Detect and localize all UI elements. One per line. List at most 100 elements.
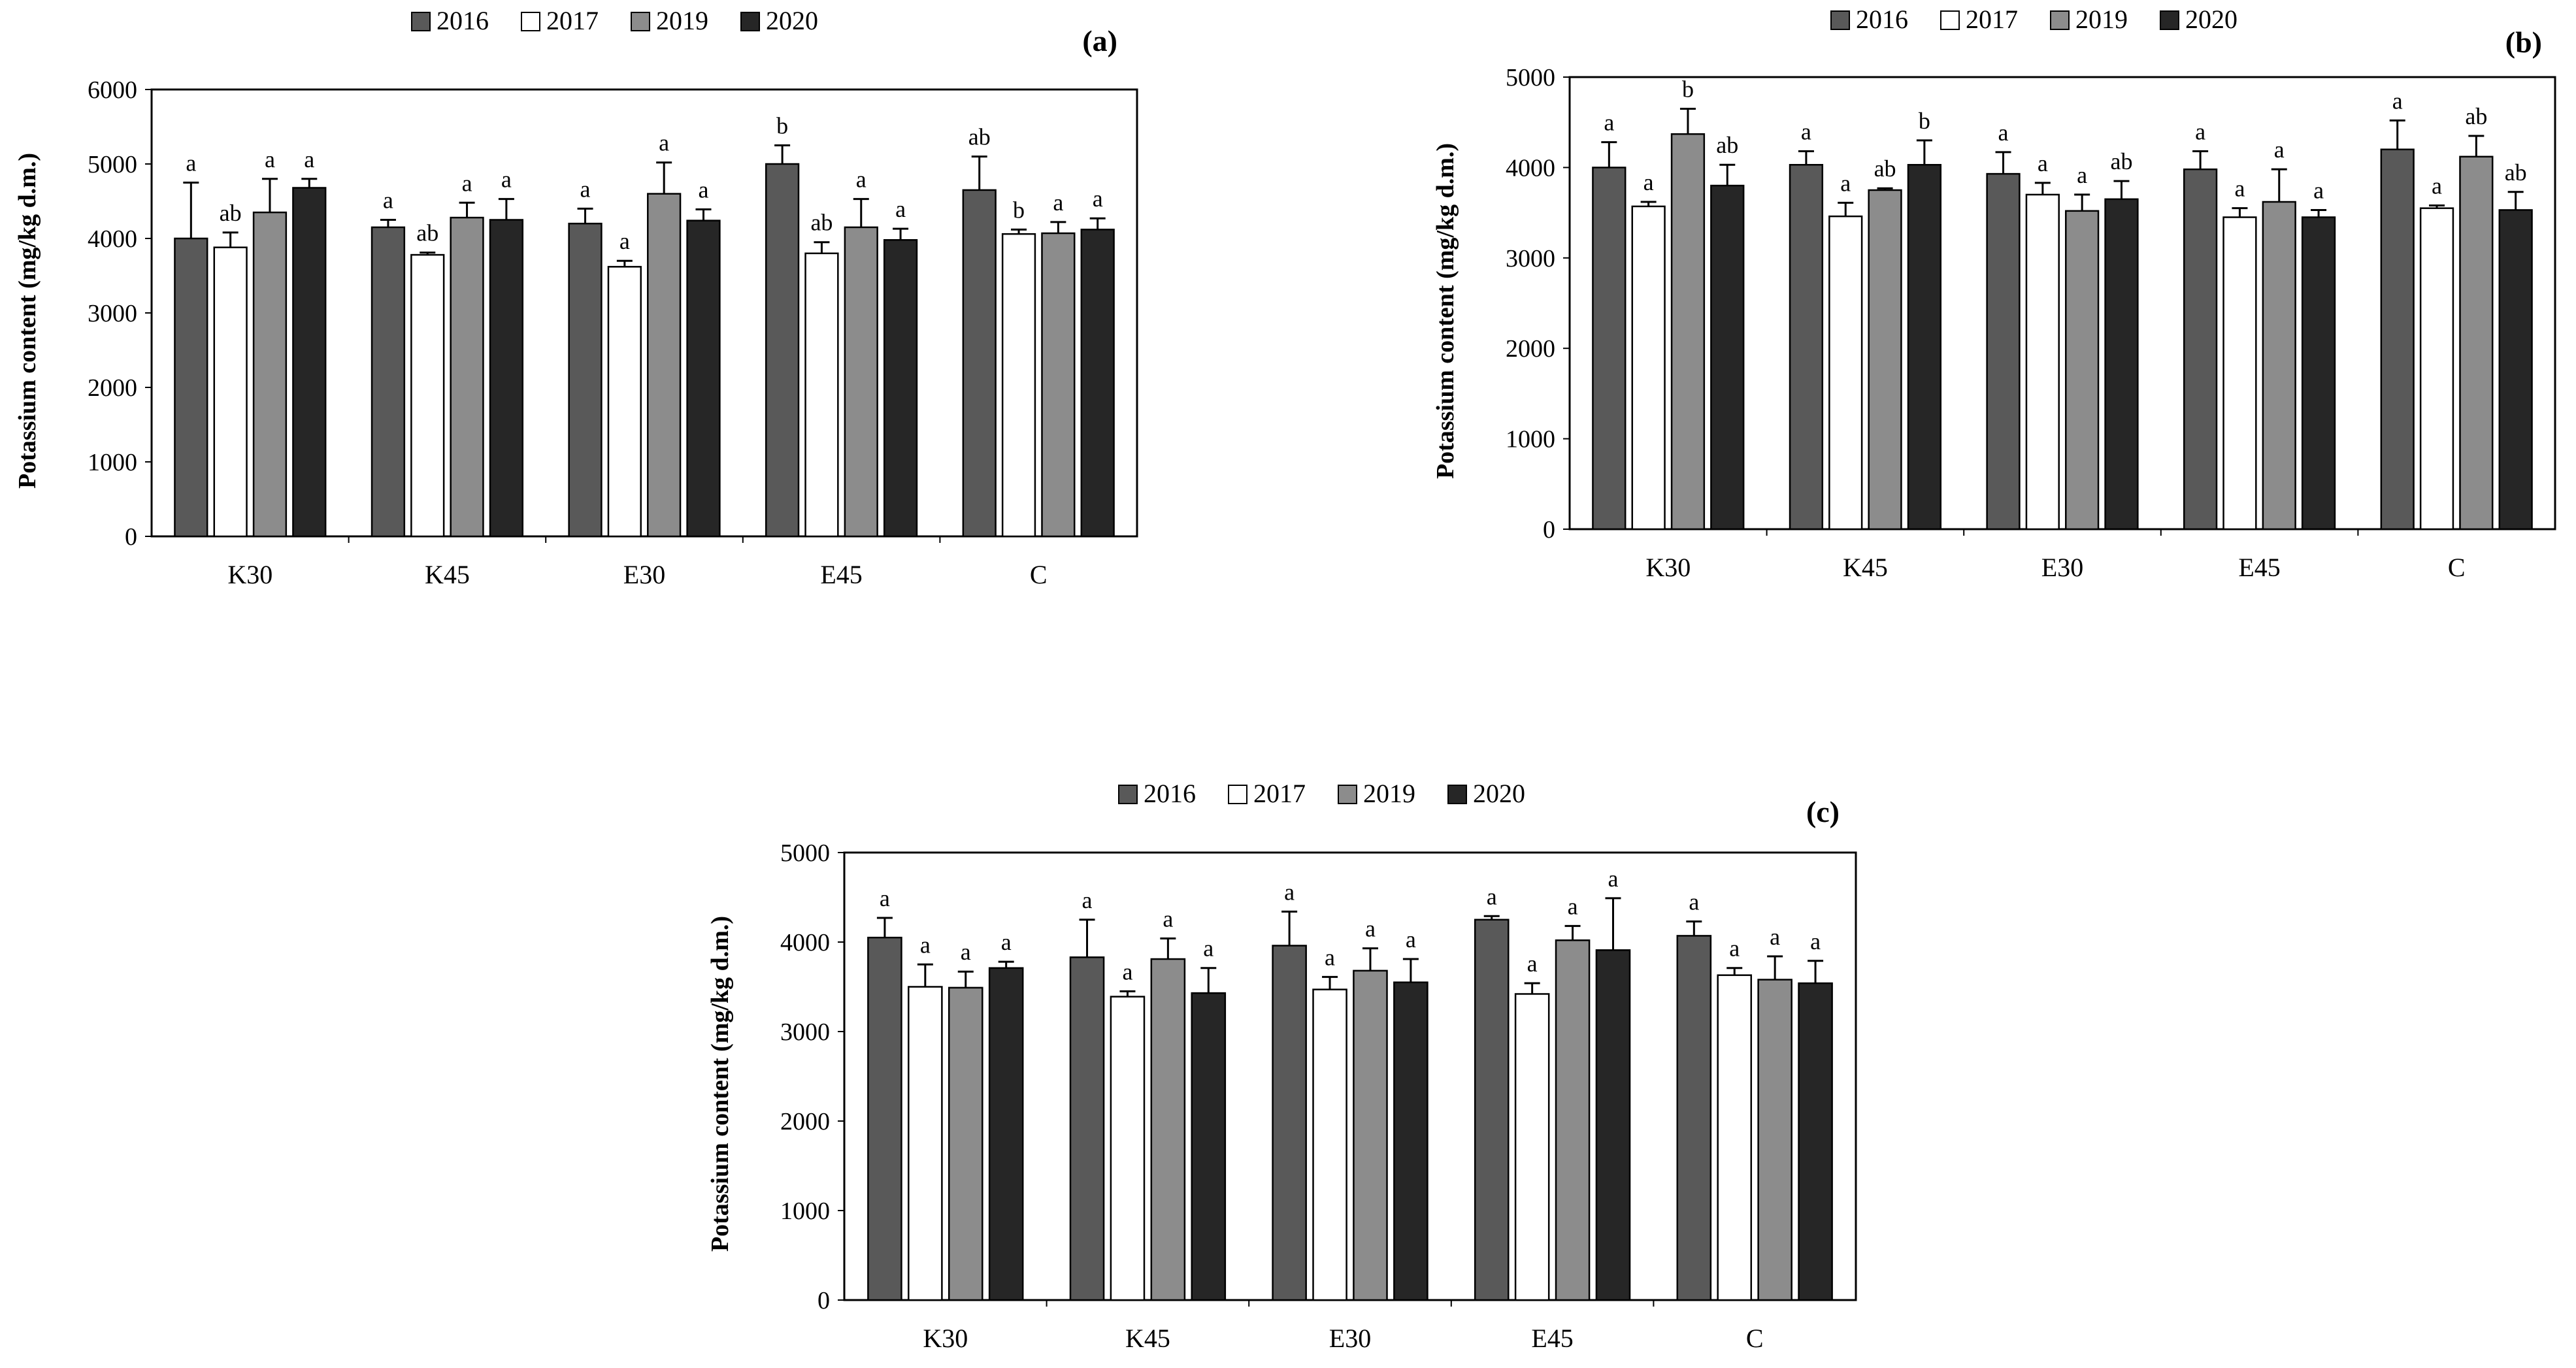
significance-letter: ab [1874,155,1896,182]
bar-2016-K45 [371,226,406,538]
bar-2016-K30 [1592,167,1627,530]
significance-letter: a [880,885,890,911]
y-tick-label: 2000 [88,374,137,402]
panel-title: (b) [2505,25,2542,59]
significance-letter: a [1365,916,1376,942]
significance-letter: a [462,170,472,196]
significance-letter: a [1770,924,1780,950]
panel-title: (a) [1082,24,1117,57]
x-tick-label: K45 [1843,553,1888,582]
significance-letter: ab [810,210,833,236]
significance-letter: b [1013,197,1025,223]
bar-2017-K45 [1110,996,1146,1301]
significance-letter: b [776,113,788,139]
y-tick-label: 2000 [1506,335,1555,363]
legend-swatch-2019 [1338,785,1357,804]
x-tick-label: C [1030,560,1048,589]
bar-2019-E30 [647,193,682,538]
bar-2017-E30 [607,266,642,538]
significance-letter: a [1729,936,1740,962]
legend-label-2020: 2020 [1473,779,1525,808]
y-tick-label: 0 [1543,516,1555,544]
bar-2016-K45 [1789,163,1824,530]
y-tick-label: 4000 [1506,154,1555,182]
y-tick-label: 1000 [88,449,137,476]
y-tick-label: 4000 [780,929,830,956]
y-tick-label: 5000 [1506,64,1555,91]
y-tick-label: 0 [817,1287,830,1314]
bar-2016-C [962,189,997,538]
significance-letter: a [1998,120,2009,146]
y-tick-label: 5000 [780,839,830,867]
y-tick-label: 3000 [1506,245,1555,272]
significance-letter: a [1604,110,1614,136]
y-tick-label: 6000 [88,76,137,104]
significance-letter: a [1082,887,1093,913]
bar-2020-E45 [2301,216,2336,530]
significance-letter: a [186,150,196,176]
bar-2020-E45 [1595,949,1631,1301]
significance-letter: a [619,228,630,254]
legend-label-2019: 2019 [1363,779,1415,808]
bar-2016-E45 [1474,919,1510,1301]
bar-2019-K30 [948,986,983,1301]
bar-2020-E45 [883,239,918,538]
legend-label-2016: 2016 [1144,779,1196,808]
bar-2016-K30 [867,936,902,1301]
bar-2019-K30 [252,211,288,538]
bar-2019-C [2459,155,2494,530]
x-tick-label: E45 [820,560,862,589]
bar-2017-K45 [1828,215,1863,530]
legend-swatch-2019 [631,12,650,31]
plot-area-frame [843,851,1857,1301]
y-axis-label: Potassium content (mg/kg d.m.) [1432,143,1459,479]
significance-letter: b [1682,76,1694,102]
x-tick-label: E30 [1329,1324,1371,1353]
significance-letter: a [659,130,669,156]
y-axis-label: Potassium content (mg/kg d.m.) [706,916,734,1252]
significance-letter: a [1325,944,1335,970]
y-tick-label: 4000 [88,225,137,253]
bar-2020-E30 [2104,198,2139,530]
bar-2017-E30 [1312,988,1347,1301]
legend-swatch-2016 [1118,785,1138,804]
significance-letter: a [1284,879,1295,905]
bar-2019-K45 [1868,189,1902,530]
significance-letter: a [856,167,867,193]
bar-2016-E30 [1272,945,1307,1301]
bar-2017-K30 [1631,205,1666,530]
significance-letter: ab [2110,148,2132,174]
plot-area-frame [1568,76,2556,530]
bar-2019-E30 [1353,969,1388,1301]
x-tick-label: K45 [1125,1324,1170,1353]
chart-panel-c: 0 1000 2000 3000 4000 5000 Potassium content (… [706,779,1857,1353]
legend: 2016 2017 2019 2020 [1118,779,1525,808]
significance-letter: a [1406,926,1416,953]
bar-2020-K30 [988,967,1024,1301]
significance-letter: a [1527,951,1538,977]
bar-2016-E45 [765,163,800,538]
significance-letter: ab [220,200,242,226]
bar-2016-K45 [1069,956,1105,1301]
legend-label-2019: 2019 [656,6,708,35]
bar-2019-K45 [450,216,484,538]
x-tick-label: E30 [2041,553,2083,582]
significance-letter: a [1203,936,1214,962]
bar-2017-E45 [1514,993,1550,1301]
legend: 2016 2017 2019 2020 [411,6,818,35]
bar-2017-E45 [804,252,839,538]
bar-2016-E30 [1986,172,2021,530]
significance-letter: b [1919,108,1930,134]
legend-label-2017: 2017 [546,6,599,35]
x-tick-label: K45 [425,560,470,589]
y-tick-label: 0 [125,523,137,551]
bar-2019-K45 [1150,958,1186,1301]
y-tick-label: 1000 [1506,426,1555,453]
bar-2020-C [1080,229,1115,538]
bar-2017-K45 [410,253,445,538]
significance-letter: a [501,167,512,193]
significance-letter: a [2195,118,2205,144]
significance-letter: a [1689,888,1699,915]
y-tick-label: 3000 [780,1018,830,1046]
x-tick-label: E45 [1531,1324,1573,1353]
